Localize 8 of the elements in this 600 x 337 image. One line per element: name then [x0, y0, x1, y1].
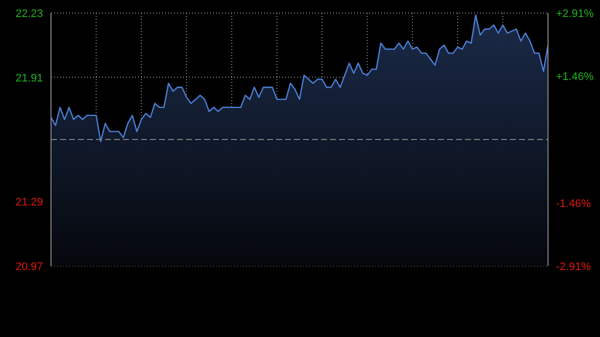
y2-tick-label: +2.91% — [556, 8, 594, 20]
y-tick-label: 21.91 — [15, 72, 43, 84]
y-tick-label: 20.97 — [15, 261, 43, 273]
y2-tick-label: -2.91% — [556, 261, 592, 273]
y2-tick-label: +1.46% — [556, 71, 594, 84]
y-tick-label: 22.23 — [15, 8, 43, 20]
y-tick-label: 21.29 — [15, 196, 43, 209]
y2-tick-label: -1.46% — [556, 198, 592, 210]
